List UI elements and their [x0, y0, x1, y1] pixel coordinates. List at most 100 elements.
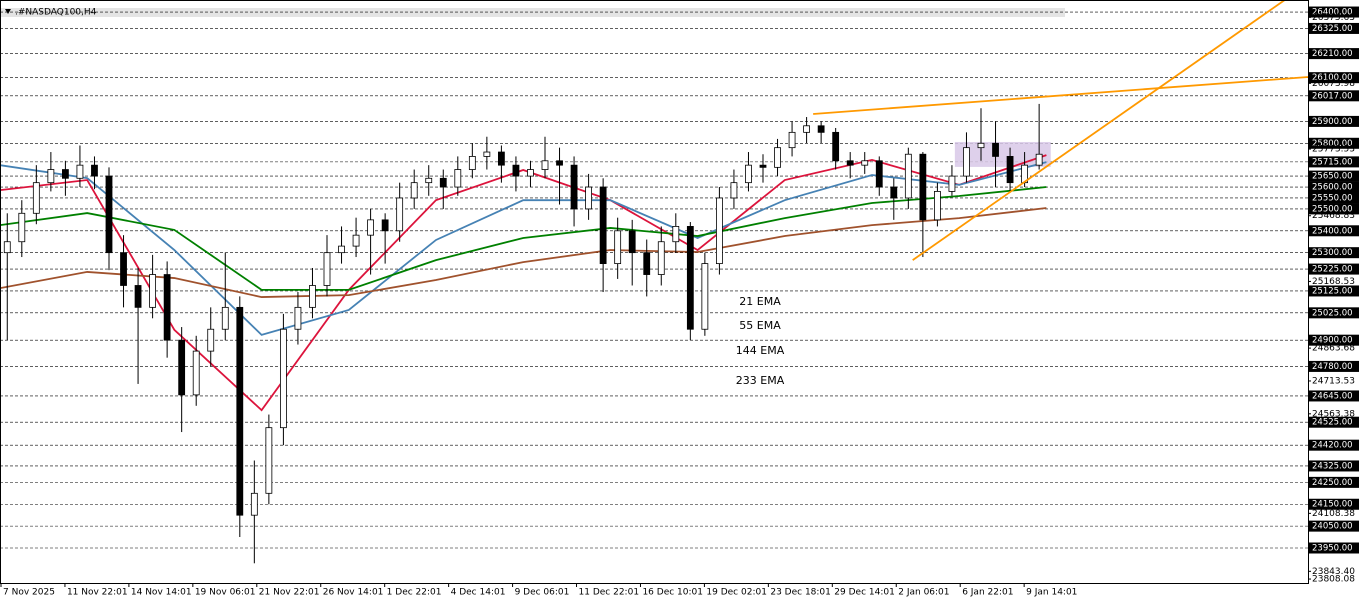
- candle-body: [701, 263, 709, 330]
- candle-body: [527, 169, 534, 177]
- candle-body: [643, 252, 651, 275]
- level-label: 25600.00: [1312, 183, 1353, 193]
- level-label-bg: [1309, 520, 1359, 532]
- header-bar: [0, 8, 1065, 17]
- level-label-bg: [1309, 498, 1359, 510]
- candle-body: [105, 175, 113, 254]
- x-tick-label: 16 Dec 10:01: [642, 588, 703, 598]
- y-tick-label: 26073.98: [1312, 79, 1355, 89]
- candle-body: [439, 177, 447, 188]
- candle-body: [32, 182, 40, 214]
- legend-label: 21 EMA: [739, 295, 781, 308]
- level-label-bg: [1309, 360, 1359, 372]
- candle-body: [338, 245, 345, 254]
- ema-line: [0, 154, 1047, 412]
- candle-body: [134, 285, 142, 308]
- candle-body: [599, 186, 607, 265]
- level-label: 24525.00: [1312, 418, 1353, 428]
- level-label: 26017.00: [1312, 91, 1353, 101]
- x-tick-label: 1 Dec 22:01: [387, 588, 442, 598]
- candle-body: [672, 226, 680, 243]
- candle-body: [279, 328, 287, 429]
- level-label-bg: [1309, 22, 1359, 34]
- level-label-bg: [1309, 156, 1359, 168]
- candle-body: [163, 274, 171, 341]
- candle-body: [352, 234, 360, 247]
- candle-body: [803, 125, 810, 133]
- candle-body: [454, 169, 462, 188]
- candle-body: [3, 241, 11, 254]
- level-label-bg: [1309, 225, 1359, 237]
- y-tick-label: 26375.63: [1312, 13, 1355, 23]
- ema-line: [0, 186, 1047, 291]
- x-tick-label: 4 Dec 14:01: [451, 588, 506, 598]
- x-tick-label: 11 Dec 22:01: [579, 588, 640, 598]
- trend-line: [813, 76, 1309, 115]
- candle-body: [76, 164, 84, 179]
- candle-body: [846, 160, 854, 166]
- legend-label: 233 EMA: [736, 374, 785, 387]
- x-tick-label: 23 Dec 18:01: [770, 588, 831, 598]
- candle-body: [294, 306, 302, 330]
- level-label-bg: [1309, 72, 1359, 84]
- candle-body: [948, 175, 956, 192]
- y-tick-label: 25168.53: [1312, 277, 1355, 287]
- candle-body: [875, 160, 883, 188]
- trend-line: [912, 0, 1286, 261]
- frame: [0, 0, 1309, 584]
- y-tick-label: 25468.83: [1312, 211, 1355, 221]
- level-label: 24250.00: [1312, 478, 1353, 488]
- candle-body: [221, 306, 229, 330]
- x-tick-label: 9 Dec 06:01: [515, 588, 570, 598]
- candle-body: [149, 274, 157, 308]
- level-label-bg: [1309, 48, 1359, 60]
- ema-line: [0, 161, 1047, 336]
- candle-body: [91, 164, 98, 177]
- candle-body: [265, 427, 273, 494]
- y-tick-label: 23808.08: [1312, 575, 1355, 585]
- level-label: 26100.00: [1312, 73, 1353, 83]
- candle-body: [425, 177, 433, 184]
- candle-body: [1006, 156, 1014, 184]
- candle-body: [977, 142, 985, 149]
- level-label-bg: [1309, 390, 1359, 402]
- candle-body: [556, 160, 563, 166]
- menu-arrow[interactable]: [5, 9, 11, 14]
- level-label: 23950.00: [1312, 543, 1353, 553]
- level-label-bg: [1309, 285, 1359, 297]
- candle-body: [992, 142, 999, 157]
- plot: [0, 0, 1309, 564]
- candle-body: [250, 492, 258, 516]
- x-tick-label: 19 Dec 02:01: [706, 588, 767, 598]
- candle-body: [730, 182, 738, 199]
- x-tick-label: 26 Nov 14:01: [323, 588, 384, 598]
- candle-body: [832, 131, 840, 162]
- candle-body: [657, 241, 665, 275]
- candle-body: [759, 164, 767, 168]
- level-label-bg: [1309, 203, 1359, 215]
- level-label: 26325.00: [1312, 24, 1353, 34]
- candle-body: [207, 328, 215, 352]
- candle-body: [512, 164, 520, 177]
- level-label: 24325.00: [1312, 461, 1353, 471]
- ema-line: [0, 207, 1047, 298]
- candle-body: [497, 151, 505, 166]
- level-label-bg: [1309, 460, 1359, 472]
- candle-body: [919, 153, 927, 221]
- level-label-bg: [1309, 307, 1359, 319]
- zone-box: [954, 141, 1051, 167]
- level-label-bg: [1309, 137, 1359, 149]
- level-label: 26210.00: [1312, 49, 1353, 59]
- level-label: 24150.00: [1312, 500, 1353, 510]
- x-tick-label: 7 Nov 2025: [3, 588, 55, 598]
- candle-body: [585, 186, 592, 210]
- level-label-bg: [1309, 170, 1359, 182]
- candle-body: [18, 212, 26, 243]
- x-tick-label: 6 Jan 22:01: [962, 588, 1013, 598]
- candle-body: [410, 182, 418, 199]
- level-label: 25400.00: [1312, 226, 1353, 236]
- candle-body: [817, 125, 825, 133]
- level-label: 25225.00: [1312, 265, 1353, 275]
- candle-body: [745, 164, 752, 184]
